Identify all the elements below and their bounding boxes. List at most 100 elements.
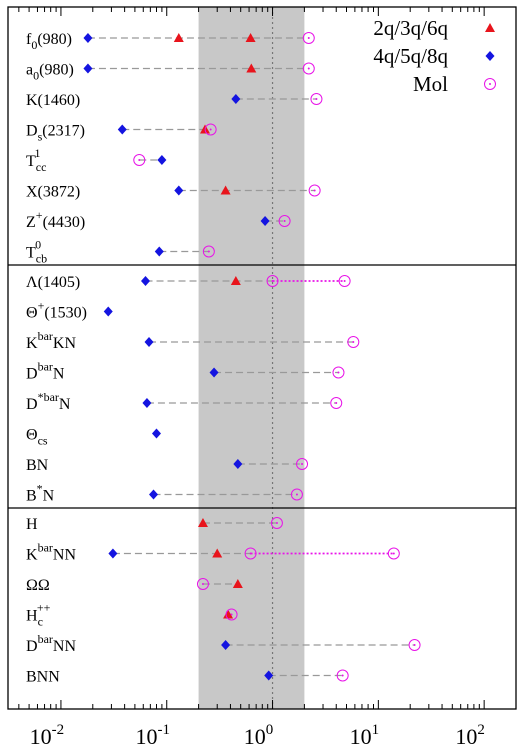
marker-4q [103,306,113,317]
row-label-base: B [26,488,37,505]
row-label-base: K [26,335,38,352]
row-label-base: H [26,516,38,533]
marker-mol [330,397,343,409]
row-labels: f0(980)a0(980)K(1460)Ds(2317)Tcc1X(3872)… [26,31,87,686]
marker-2q [220,185,231,195]
marker-4q [142,398,152,408]
row-label-base: Θ [26,305,38,322]
data-row [223,608,238,621]
data-row [196,578,243,590]
marker-4q [485,51,495,61]
row-label: DbarNN [26,632,76,655]
row-label: K(1460) [26,92,80,109]
row-label-base: K(1460) [26,92,80,109]
row-label: X(3872) [26,184,80,201]
data-row [133,154,167,166]
x-tick-label: 10-2 [30,722,65,749]
row-label-sup: *bar [38,390,59,404]
marker-4q [83,33,93,43]
data-row [83,32,315,44]
marker-mol [204,123,217,136]
marker-2q [232,579,243,588]
row-label-sup: bar [38,360,53,374]
row-label-base: BN [26,457,49,474]
data-row [144,336,360,348]
row-label: Tcc1 [26,146,46,174]
legend-item: Mol [413,72,496,96]
row-label-rest: (1530) [44,305,87,322]
marker-mol [408,639,421,651]
marker-mol-dot [392,552,395,555]
x-tick-exp: 2 [477,722,485,738]
marker-mol-dot [230,613,233,616]
marker-4q [108,548,118,559]
row-label-sub: c [38,615,43,629]
row-label: Λ(1405) [26,274,80,291]
row-label-base: Θ [26,427,38,444]
x-axis: 10-2 10-1 100 101 102 [18,7,517,749]
x-tick-label: 102 [455,722,485,749]
marker-mol [338,275,351,287]
x-tick-label: 101 [350,722,380,749]
marker-4q [141,276,151,286]
row-label-base: K [26,547,38,564]
row-label-rest: (4430) [43,214,86,231]
row-label-sup: 1 [34,146,40,160]
marker-2q [223,609,234,619]
row-label-rest: N [53,366,65,383]
marker-2q [212,548,223,558]
marker-mol [196,578,209,590]
legend: 2q/3q/6q 4q/5q/8q Mol [373,16,496,96]
row-label: a0(980) [26,62,74,83]
row-label-base: D [26,366,38,383]
marker-mol [296,458,309,470]
legend-label: 2q/3q/6q [373,16,448,40]
row-label: Z+(4430) [26,208,85,231]
marker-mol-dot [489,83,491,85]
marker-mol [302,32,315,44]
marker-mol-dot [249,552,252,555]
data-row [231,93,323,105]
marker-mol-dot [307,37,310,39]
marker-2q [485,23,495,32]
marker-mol-dot [301,463,304,465]
marker-mol [270,517,283,529]
marker-mol-dot [413,644,416,646]
x-tick-label: 10-1 [135,722,170,749]
row-label-base: X(3872) [26,184,80,201]
row-label-sub: s [38,130,43,144]
marker-mol [202,245,215,258]
marker-4q [231,94,241,104]
row-label-sup: ++ [37,601,51,615]
row-label-sub: cb [36,252,47,266]
marker-2q [245,33,256,42]
shaded-band [198,7,305,709]
marker-mol-dot [343,280,346,282]
marker-4q [233,459,243,469]
data-row [154,245,215,258]
row-label: BN [26,457,49,474]
x-tick-base: 10 [135,724,157,749]
x-tick-base: 10 [30,724,52,749]
data-row [233,458,309,470]
marker-mol-dot [313,189,316,192]
data-row [174,184,321,197]
data-row [141,275,351,287]
row-label-rest: (980) [39,62,74,79]
marker-mol-dot [337,371,340,374]
marker-mol-dot [307,67,310,70]
row-label-rest: (980) [37,31,72,48]
marker-4q [144,337,154,347]
row-label-base: a [26,62,33,79]
row-label: DbarN [26,360,65,383]
row-label-sup: bar [38,541,53,555]
row-label-rest: N [59,396,71,413]
marker-4q [264,670,274,681]
marker-4q [154,246,164,257]
marker-mol-dot [283,220,286,222]
row-label: Ds(2317) [26,123,85,144]
row-label: Θcs [26,427,48,448]
data-row [151,428,161,439]
marker-mol-dot [335,402,338,404]
marker-4q [151,428,161,439]
